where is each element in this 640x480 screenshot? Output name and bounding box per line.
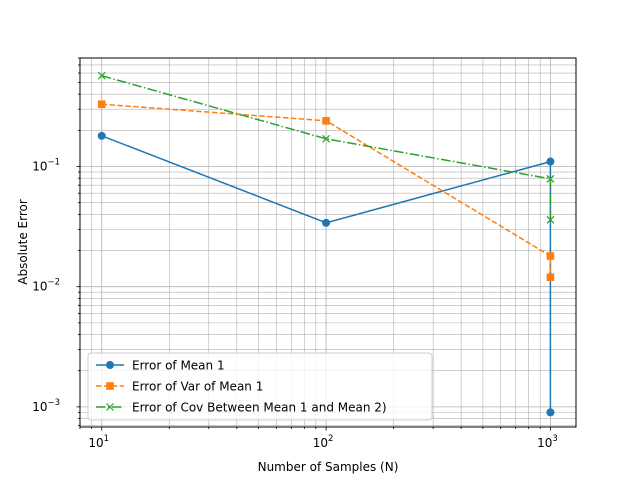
y-axis-title: Absolute Error xyxy=(16,199,30,285)
legend-item: Error of Var of Mean 1 xyxy=(96,380,263,394)
series-line xyxy=(101,74,552,220)
data-point xyxy=(322,117,330,125)
x-tick-label: 102 xyxy=(313,434,334,450)
y-tick-label: 10−2 xyxy=(32,278,60,294)
legend-item: Error of Cov Between Mean 1 and Mean 2) xyxy=(96,401,387,415)
legend-label: Error of Cov Between Mean 1 and Mean 2) xyxy=(132,401,387,415)
data-point xyxy=(322,134,331,143)
series-line xyxy=(101,135,552,413)
legend: Error of Mean 1 Error of Var of Mean 1 Err… xyxy=(87,352,433,421)
data-point xyxy=(546,157,555,166)
data-point xyxy=(106,382,114,390)
legend-box xyxy=(87,352,433,421)
series-2 xyxy=(97,100,555,281)
y-tick-label: 10−1 xyxy=(32,158,60,174)
data-point xyxy=(546,252,555,260)
data-point xyxy=(106,361,114,369)
series-line xyxy=(101,103,552,278)
data-point xyxy=(322,218,331,227)
ticks: 101 102 103 10−3 10−2 10−1 xyxy=(32,57,558,450)
x-axis-title: Number of Samples (N) xyxy=(258,460,399,474)
series-3 xyxy=(97,71,555,224)
plot-frame xyxy=(79,57,577,428)
series-1 xyxy=(97,131,555,417)
data-point xyxy=(97,71,106,80)
data-point xyxy=(106,403,114,411)
data-point xyxy=(546,174,555,183)
data-point xyxy=(546,273,555,281)
data-point xyxy=(97,100,106,109)
data-point xyxy=(546,408,555,417)
legend-item: Error of Mean 1 xyxy=(96,359,225,373)
series-layer xyxy=(97,71,555,417)
data-point xyxy=(546,215,555,224)
data-point xyxy=(97,131,106,140)
x-tick-label: 101 xyxy=(88,434,109,450)
y-tick-label: 10−3 xyxy=(32,398,60,414)
x-tick-label: 103 xyxy=(537,434,558,450)
legend-label: Error of Mean 1 xyxy=(132,359,225,373)
legend-label: Error of Var of Mean 1 xyxy=(132,380,263,394)
